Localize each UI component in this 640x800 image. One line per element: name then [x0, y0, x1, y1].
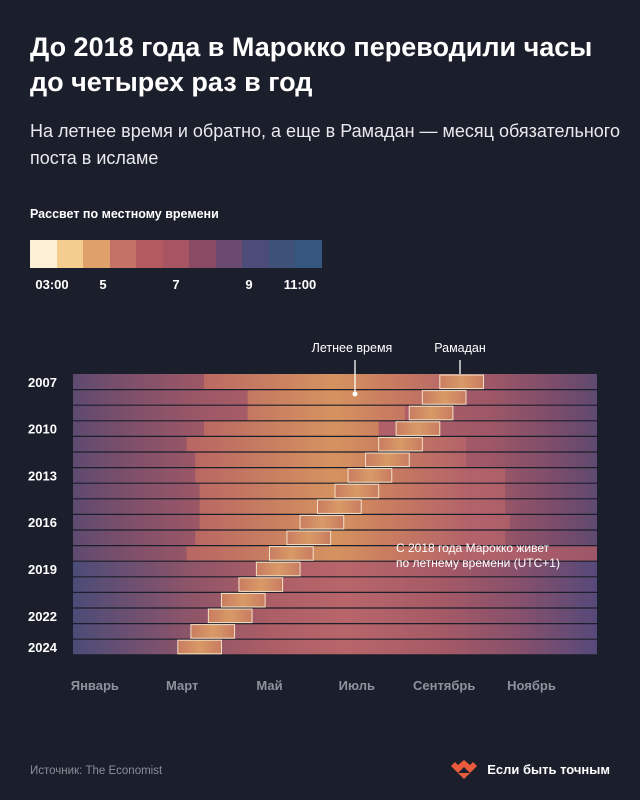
- heatmap-row-2023: [73, 623, 597, 640]
- ramadan-block-2019: [255, 561, 301, 577]
- legend-swatch: [56, 240, 84, 268]
- legend-swatch: [268, 240, 296, 268]
- x-tick-label: Январь: [71, 678, 119, 693]
- legend-tick-labels: 03:00 5 7 9 11:00: [30, 277, 330, 295]
- ramadan-block-2020: [238, 577, 284, 592]
- x-tick-label: Сентябрь: [413, 678, 475, 693]
- legend-swatch: [83, 240, 110, 268]
- ramadan-block-2021: [220, 592, 266, 608]
- heatmap-row-2019: [73, 561, 597, 577]
- x-tick-label: Май: [256, 678, 282, 693]
- annotation-summer-time-dot: [352, 391, 358, 397]
- annotation-utc1-line2: по летнему времени (UTC+1): [396, 556, 560, 570]
- heatmap-row-2024: [73, 639, 597, 655]
- page-title: До 2018 года в Марокко переводили часы д…: [30, 32, 593, 97]
- legend-swatch: [30, 240, 57, 268]
- legend-swatch: [215, 240, 243, 268]
- heatmap-row-2021: [73, 592, 597, 608]
- legend-swatch: [189, 240, 216, 268]
- color-scale-legend: [30, 240, 323, 268]
- ramadan-block-2014: [334, 483, 380, 499]
- ramadan-block-2015: [317, 499, 362, 514]
- heart-check-icon: [451, 760, 478, 779]
- summer-time-band-2016: [199, 514, 510, 530]
- ramadan-block-2011: [378, 436, 423, 452]
- legend-swatch: [295, 240, 323, 268]
- legend-swatch: [136, 240, 163, 268]
- y-tick-label: 2024: [28, 640, 58, 655]
- legend-title: Рассвет по местному времени: [30, 207, 219, 221]
- summer-time-band-2009: [247, 405, 405, 421]
- legend-swatch: [109, 240, 137, 268]
- legend-swatch: [162, 240, 190, 268]
- x-tick-label: Март: [166, 678, 198, 693]
- ramadan-block-2023: [190, 624, 236, 639]
- summer-time-band-2012: [195, 452, 466, 468]
- y-tick-label: 2007: [28, 375, 57, 390]
- y-tick-label: 2010: [28, 422, 57, 437]
- y-tick-label: 2019: [28, 562, 57, 577]
- ramadan-block-2024: [177, 639, 222, 655]
- source-note: Источник: The Economist: [30, 765, 163, 777]
- summer-time-band-2017: [195, 530, 506, 546]
- heatmap-row-2022: [73, 608, 597, 624]
- ramadan-block-2013: [347, 468, 393, 483]
- ramadan-block-2010: [395, 421, 441, 436]
- summer-time-band-2007: [204, 374, 466, 390]
- legend-tick-label: 03:00: [35, 277, 69, 292]
- brand-logo: Если быть точным: [449, 758, 610, 780]
- x-tick-label: Июль: [339, 678, 375, 693]
- page-subtitle: На летнее время и обратно, а еще в Рамад…: [30, 121, 620, 168]
- y-tick-label: 2013: [28, 468, 57, 483]
- y-tick-label: 2016: [28, 515, 57, 530]
- ramadan-block-2009: [408, 405, 454, 421]
- ramadan-block-2022: [207, 608, 253, 624]
- sunrise-heatmap-chart: 2007 2010 2013 2016 2019 2022 2024 Январь Март М…: [28, 341, 598, 693]
- legend-tick-label: 7: [172, 277, 180, 292]
- annotation-utc1-line1: С 2018 года Марокко живет: [396, 541, 550, 555]
- legend-swatch: [242, 240, 269, 268]
- annotation-ramadan: Рамадан: [434, 341, 486, 355]
- ramadan-block-2008: [421, 390, 467, 405]
- brand-name: Если быть точным: [487, 761, 610, 777]
- legend-tick-label: 5: [99, 277, 107, 292]
- x-tick-label: Ноябрь: [507, 678, 556, 693]
- ramadan-block-2012: [365, 452, 410, 468]
- ramadan-block-2007: [439, 374, 484, 390]
- summer-time-band-2008: [247, 389, 423, 406]
- annotation-summer-time: Летнее время: [312, 341, 393, 355]
- legend-tick-label: 11:00: [283, 277, 317, 292]
- ramadan-block-2017: [286, 530, 332, 546]
- summer-time-band-2010: [204, 420, 379, 437]
- y-tick-label: 2022: [28, 609, 57, 624]
- ramadan-block-2018: [269, 546, 314, 561]
- ramadan-block-2016: [299, 514, 345, 530]
- legend-tick-label: 9: [245, 277, 253, 292]
- summer-time-band-2011: [186, 436, 467, 452]
- heatmap-row-2020: [73, 576, 597, 593]
